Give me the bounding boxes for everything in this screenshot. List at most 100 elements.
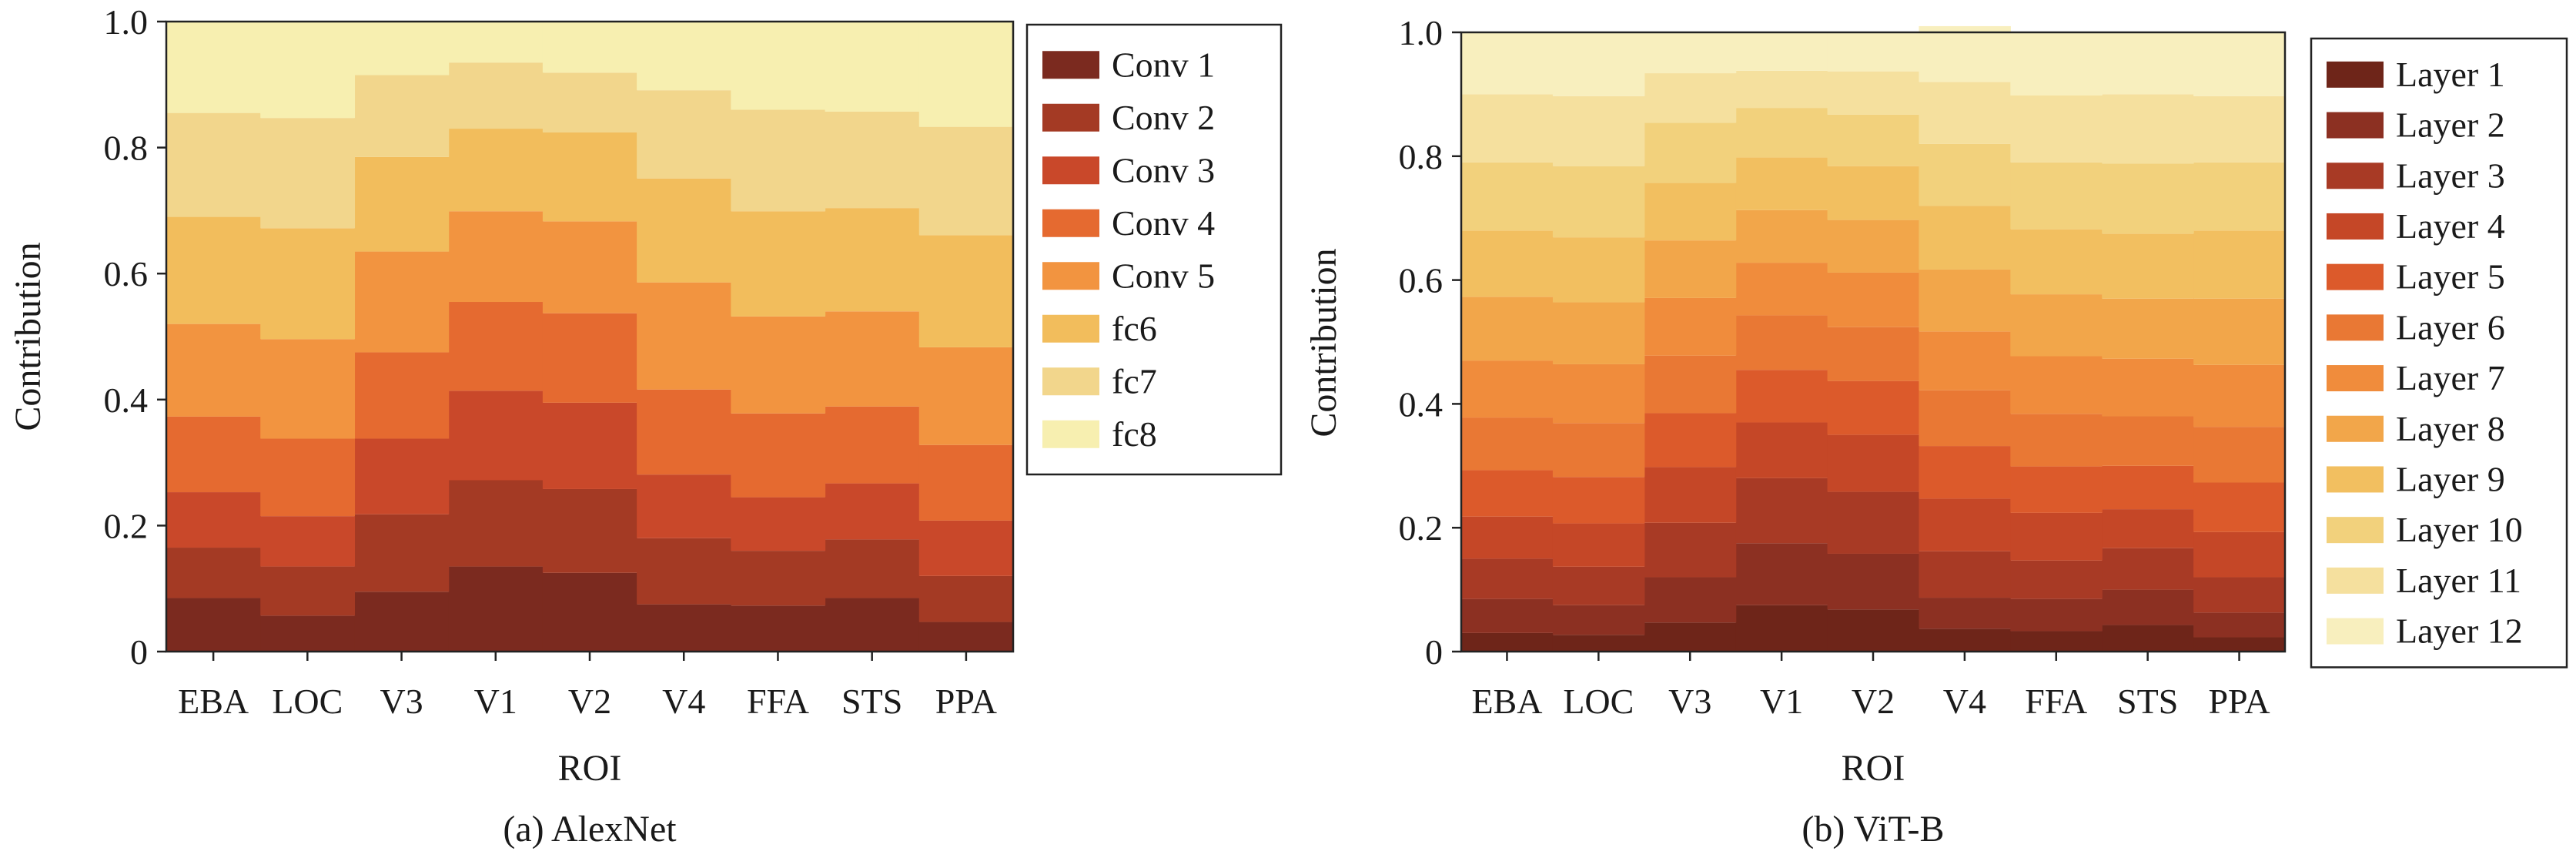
segment-layer-10-loc <box>1552 166 1645 238</box>
segment-layer-5-v3 <box>1644 413 1737 468</box>
y-tick-label: 1.0 <box>1399 13 1444 52</box>
segment-conv-5-eba <box>166 323 261 417</box>
segment-layer-8-loc <box>1552 302 1645 364</box>
segment-layer-2-v4 <box>1919 598 2011 629</box>
y-tick-label: 0.4 <box>104 380 149 420</box>
panel-a-x-ticks: EBA LOC V3 V1 V2 V4 FFA STS PPA <box>178 652 997 721</box>
segment-conv-4-sts <box>825 406 920 484</box>
legend-swatch <box>2327 61 2384 88</box>
series-layer-11 <box>1461 70 2286 166</box>
legend-swatch <box>1042 209 1099 237</box>
segment-fc7-v1 <box>448 62 544 129</box>
legend-item-layer-5: Layer 5 <box>2327 257 2505 297</box>
legend-item-layer-9: Layer 9 <box>2327 459 2505 498</box>
legend-label: Conv 3 <box>1112 150 1215 189</box>
segment-layer-11-v4 <box>1919 82 2011 144</box>
legend-item-conv-1: Conv 1 <box>1042 45 1215 84</box>
legend-label: Conv 2 <box>1112 98 1215 137</box>
segment-conv-2-ffa <box>731 551 826 606</box>
segment-layer-4-v2 <box>1827 434 1920 492</box>
segment-layer-10-eba <box>1461 162 1554 231</box>
legend-label: Layer 3 <box>2396 156 2505 195</box>
segment-layer-10-ppa <box>2193 162 2286 231</box>
y-tick-label: 0.8 <box>104 129 149 168</box>
legend-item-layer-3: Layer 3 <box>2327 156 2505 195</box>
segment-layer-8-v3 <box>1644 240 1737 298</box>
segment-fc6-v3 <box>354 156 450 252</box>
segment-layer-5-sts <box>2102 465 2194 510</box>
legend-label: Conv 5 <box>1112 256 1215 295</box>
legend-swatch <box>1042 103 1099 132</box>
segment-conv-2-sts <box>825 539 920 598</box>
legend-label: Layer 12 <box>2396 612 2523 651</box>
segment-layer-1-v4 <box>1919 628 2011 652</box>
series-layer-6 <box>1461 315 2286 483</box>
legend-item-conv-5: Conv 5 <box>1042 256 1215 295</box>
segment-layer-3-v3 <box>1644 522 1737 578</box>
x-tick-label-loc: LOC <box>272 682 343 721</box>
segment-conv-4-v3 <box>354 352 450 439</box>
series-conv-1 <box>166 566 1014 652</box>
legend-swatch <box>1042 51 1099 79</box>
panel-b-x-axis-title: ROI <box>1842 748 1905 789</box>
segment-conv-5-loc <box>260 339 356 439</box>
panel-b-y-ticks: 0 0.2 0.4 0.6 0.8 1.0 <box>1399 13 1461 672</box>
segment-conv-5-ppa <box>918 347 1014 445</box>
segment-layer-8-ppa <box>2193 298 2286 365</box>
series-layer-4 <box>1461 422 2286 578</box>
y-tick-label: 0.8 <box>1399 137 1444 176</box>
panel-a-y-ticks: 0 0.2 0.4 0.6 0.8 1.0 <box>104 2 166 672</box>
segment-conv-5-v1 <box>448 211 544 303</box>
segment-layer-3-eba <box>1461 558 1554 599</box>
x-tick-label-v4: V4 <box>1943 682 1986 721</box>
segment-fc7-eba <box>166 112 261 217</box>
segment-layer-1-sts <box>2102 625 2194 652</box>
segment-layer-7-ppa <box>2193 364 2286 427</box>
segment-conv-2-v4 <box>637 538 731 605</box>
y-tick-label: 0.6 <box>1399 261 1444 300</box>
x-tick-label-v3: V3 <box>380 682 423 721</box>
series-layer-5 <box>1461 370 2286 532</box>
segment-layer-9-ffa <box>2010 229 2103 295</box>
segment-fc6-v4 <box>637 178 731 283</box>
segment-layer-6-ffa <box>2010 414 2103 467</box>
segment-layer-3-ffa <box>2010 560 2103 599</box>
segment-layer-12-v2 <box>1827 32 1920 72</box>
segment-fc7-ppa <box>918 126 1014 236</box>
segment-layer-8-ffa <box>2010 294 2103 357</box>
legend-swatch <box>2327 365 2384 392</box>
segment-layer-1-v2 <box>1827 609 1920 652</box>
segment-layer-4-ffa <box>2010 512 2103 561</box>
segment-layer-12-loc <box>1552 32 1645 96</box>
segment-conv-4-eba <box>166 416 261 493</box>
segment-fc7-ffa <box>731 109 826 212</box>
segment-conv-3-v4 <box>637 474 731 538</box>
segment-layer-9-v2 <box>1827 166 1920 220</box>
segment-layer-6-v2 <box>1827 327 1920 381</box>
segment-conv-2-v1 <box>448 480 544 567</box>
x-tick-label-sts: STS <box>841 682 902 721</box>
segment-layer-7-eba <box>1461 360 1554 418</box>
legend-label: Layer 4 <box>2396 206 2505 246</box>
segment-layer-4-eba <box>1461 516 1554 559</box>
legend-item-layer-10: Layer 10 <box>2327 510 2523 549</box>
panel-b-caption: (b) ViT-B <box>1802 809 1944 850</box>
series-layer-2 <box>1461 543 2286 638</box>
segment-conv-4-ffa <box>731 413 826 498</box>
panel-a-legend: Conv 1 Conv 2 Conv 3 Conv 4 Conv 5 fc6 fc7 fc8 <box>1025 23 1283 476</box>
segment-fc8-v2 <box>542 22 637 73</box>
segment-conv-5-v3 <box>354 251 450 353</box>
segment-layer-12-eba <box>1461 32 1554 95</box>
x-tick-label-eba: EBA <box>178 682 249 721</box>
legend-swatch <box>2327 567 2384 594</box>
legend-label: Layer 7 <box>2396 358 2505 397</box>
segment-conv-1-eba <box>166 598 261 652</box>
legend-swatch <box>1042 314 1099 343</box>
x-tick-label-v2: V2 <box>568 682 611 721</box>
segment-conv-2-v3 <box>354 514 450 592</box>
legend-swatch <box>2327 213 2384 240</box>
segment-fc7-sts <box>825 111 920 209</box>
segment-layer-1-ffa <box>2010 631 2103 652</box>
segment-layer-6-v4 <box>1919 390 2011 447</box>
segment-layer-5-v1 <box>1735 370 1828 423</box>
